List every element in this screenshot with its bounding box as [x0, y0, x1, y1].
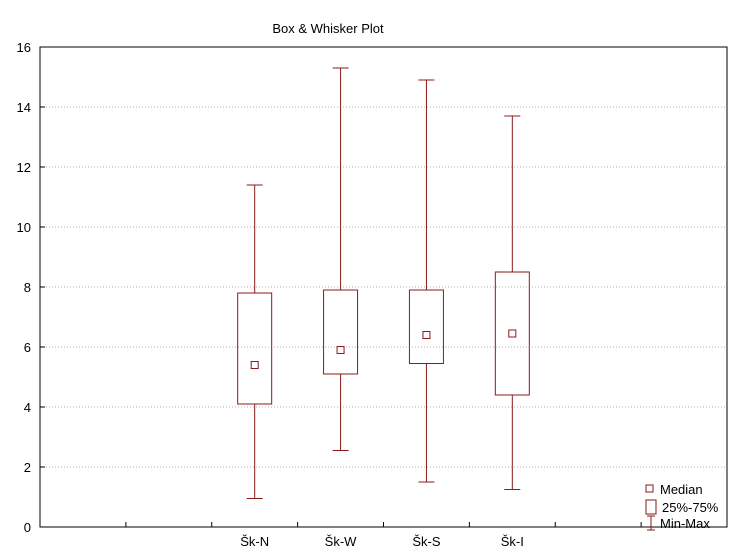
- y-tick-label: 16: [17, 40, 31, 55]
- median-marker: [336, 346, 345, 354]
- y-tick-label: 10: [17, 220, 31, 235]
- x-tick-label: Šk-I: [501, 534, 524, 549]
- boxes-layer: [237, 67, 530, 499]
- legend-median-label: Median: [660, 482, 703, 497]
- legend-whisker-label: Min-Max: [660, 516, 710, 531]
- legend-box-icon: [645, 499, 657, 515]
- box-2: [323, 67, 359, 451]
- plot-area: [39, 46, 728, 528]
- y-tick-label: 12: [17, 160, 31, 175]
- legend: Median 25%-75% Min-Max: [645, 482, 719, 531]
- box-4: [494, 115, 530, 490]
- x-tick-label: Šk-S: [412, 534, 441, 549]
- axes-layer: 0 2 4 6 8 10 12 14 16 Šk-N Šk-W Šk-S Šk-I: [17, 40, 642, 549]
- iqr-box: [237, 292, 273, 405]
- y-tick-label: 8: [24, 280, 31, 295]
- chart-title: Box & Whisker Plot: [272, 21, 384, 36]
- median-marker: [422, 331, 431, 339]
- y-tick-label: 14: [17, 100, 31, 115]
- grid-lines: [40, 106, 727, 468]
- y-tick-label: 6: [24, 340, 31, 355]
- y-tick-label: 2: [24, 460, 31, 475]
- box-1: [237, 184, 273, 499]
- median-marker: [250, 361, 259, 369]
- legend-box-label: 25%-75%: [662, 500, 719, 515]
- iqr-box: [408, 289, 444, 364]
- median-marker: [508, 329, 517, 338]
- x-tick-label: Šk-W: [325, 534, 358, 549]
- box-3: [408, 79, 444, 483]
- iqr-box: [494, 271, 530, 396]
- iqr-box: [323, 289, 359, 375]
- x-tick-label: Šk-N: [240, 534, 269, 549]
- y-tick-label: 0: [24, 520, 31, 535]
- legend-median-icon: [645, 484, 654, 493]
- y-tick-label: 4: [24, 400, 31, 415]
- legend-whisker-icon: [647, 515, 655, 531]
